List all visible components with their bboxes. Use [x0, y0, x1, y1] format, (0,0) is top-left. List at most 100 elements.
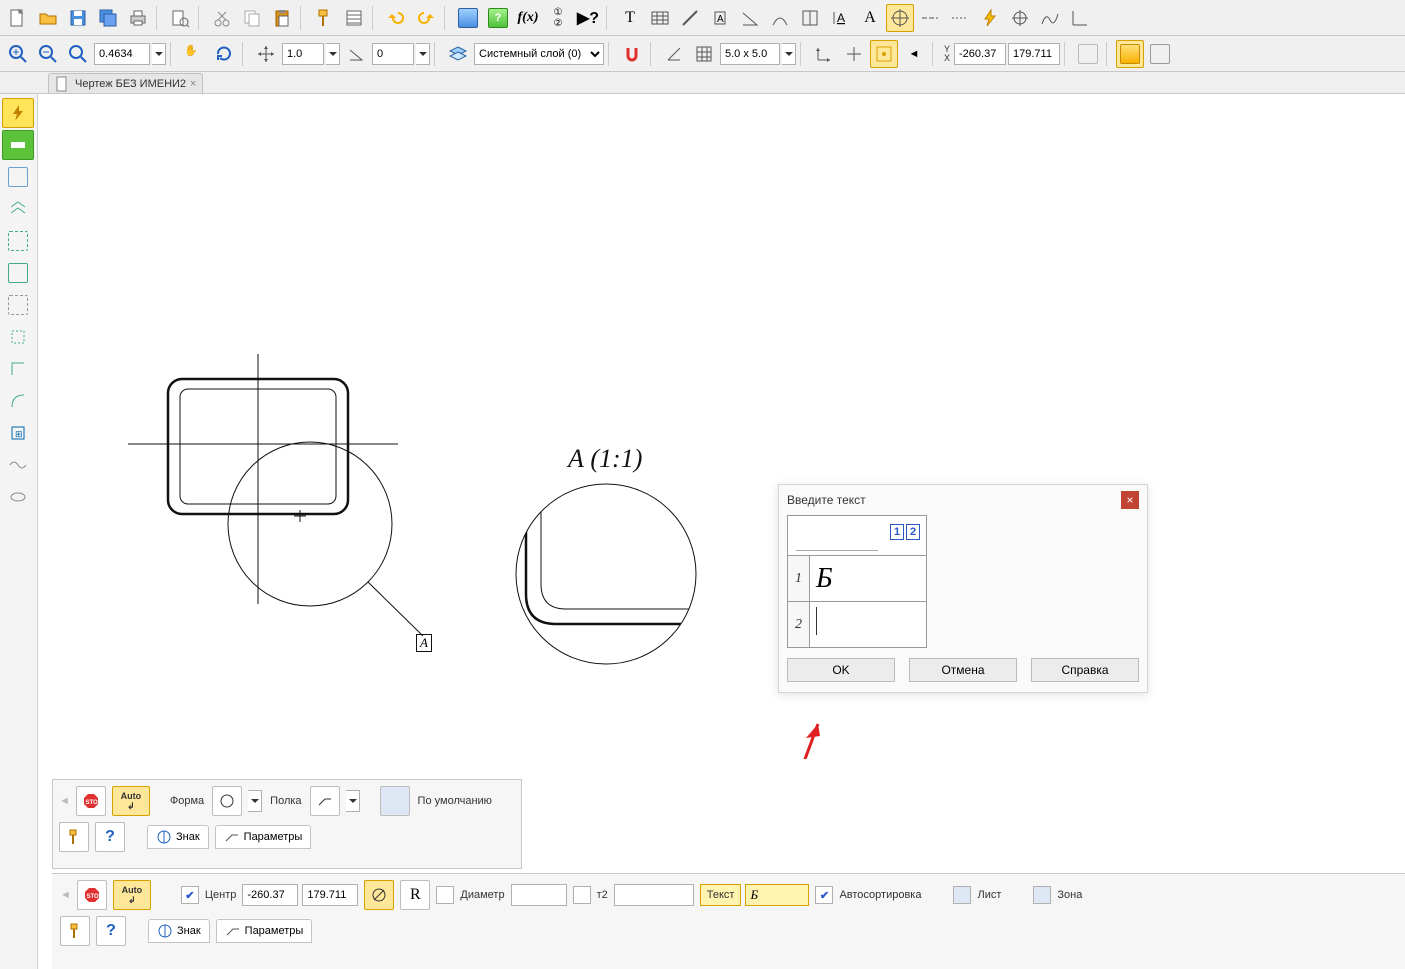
- library-icon[interactable]: [454, 4, 482, 32]
- side-tool10-icon[interactable]: [2, 386, 34, 416]
- datum-icon[interactable]: A: [826, 4, 854, 32]
- dialog-close-button[interactable]: ×: [1121, 491, 1139, 509]
- t2-check[interactable]: [573, 886, 591, 904]
- snap-icon[interactable]: [618, 40, 646, 68]
- construct2-icon[interactable]: [1146, 40, 1174, 68]
- stop-button-b[interactable]: STOP: [77, 880, 107, 910]
- section-icon[interactable]: [796, 4, 824, 32]
- sign-tab[interactable]: Знак: [147, 825, 209, 849]
- ok-button[interactable]: OK: [787, 658, 895, 682]
- new-icon[interactable]: [4, 4, 32, 32]
- polka-shape-button[interactable]: [310, 786, 340, 816]
- table-tab-2[interactable]: 2: [906, 524, 920, 540]
- arrow-left-icon[interactable]: ◄: [900, 40, 928, 68]
- coord-x-input[interactable]: [954, 43, 1006, 65]
- lcs-icon[interactable]: [810, 40, 838, 68]
- coord-icon[interactable]: [840, 40, 868, 68]
- diameter-check[interactable]: [436, 886, 454, 904]
- ortho-icon[interactable]: [660, 40, 688, 68]
- side-tool12-icon[interactable]: [2, 450, 34, 480]
- center-check[interactable]: ✔: [181, 886, 199, 904]
- fx-icon[interactable]: f(x): [514, 4, 542, 32]
- side-dim-icon[interactable]: [2, 130, 34, 160]
- cut-icon[interactable]: [208, 4, 236, 32]
- snap-toggle-icon[interactable]: [870, 40, 898, 68]
- row-text-cell[interactable]: Б: [810, 556, 927, 602]
- zoom-out-icon[interactable]: [34, 40, 62, 68]
- center-y-input[interactable]: [302, 884, 358, 906]
- scale-dropdown[interactable]: [326, 43, 340, 65]
- dim-a-icon[interactable]: A: [706, 4, 734, 32]
- coord-y-input[interactable]: [1008, 43, 1060, 65]
- side-tool3-icon[interactable]: [2, 162, 34, 192]
- document-tab[interactable]: Чертеж БЕЗ ИМЕНИ2 ×: [48, 73, 203, 93]
- dash-icon[interactable]: [916, 4, 944, 32]
- row-text-cell[interactable]: [810, 602, 927, 648]
- side-tool9-icon[interactable]: [2, 354, 34, 384]
- cancel-button[interactable]: Отмена: [909, 658, 1017, 682]
- default-toggle[interactable]: [380, 786, 410, 816]
- zoom-value-input[interactable]: [94, 43, 150, 65]
- center-x-input[interactable]: [242, 884, 298, 906]
- arc-icon[interactable]: [766, 4, 794, 32]
- print-icon[interactable]: [124, 4, 152, 32]
- copy-icon[interactable]: [238, 4, 266, 32]
- side-tool8-icon[interactable]: [2, 322, 34, 352]
- pan-icon[interactable]: ✋: [180, 40, 208, 68]
- zoom-fit-icon[interactable]: [64, 40, 92, 68]
- zoom-dropdown[interactable]: [152, 43, 166, 65]
- side-tool6-icon[interactable]: [2, 258, 34, 288]
- line-tool-icon[interactable]: [676, 4, 704, 32]
- tab-close-icon[interactable]: ×: [190, 78, 196, 90]
- preview-icon[interactable]: [166, 4, 194, 32]
- table-tab-1[interactable]: 1: [890, 524, 904, 540]
- params-tab[interactable]: Параметры: [215, 825, 312, 849]
- context-help-icon[interactable]: ▶?: [574, 4, 602, 32]
- undo-icon[interactable]: [382, 4, 410, 32]
- side-tool11-icon[interactable]: ⊞: [2, 418, 34, 448]
- t2-input[interactable]: [614, 884, 694, 906]
- dash2-icon[interactable]: [946, 4, 974, 32]
- layers-icon[interactable]: [444, 40, 472, 68]
- auto-button[interactable]: Auto↲: [112, 786, 150, 816]
- grid-icon[interactable]: [690, 40, 718, 68]
- bolt-icon[interactable]: [976, 4, 1004, 32]
- polka-dropdown[interactable]: [346, 790, 360, 812]
- sketch-icon[interactable]: [1074, 40, 1102, 68]
- construct-icon[interactable]: [1116, 40, 1144, 68]
- zone-check[interactable]: [1033, 886, 1051, 904]
- scale-input[interactable]: [282, 43, 324, 65]
- text-value-input[interactable]: [745, 884, 809, 906]
- list-check[interactable]: [953, 886, 971, 904]
- autosort-check[interactable]: ✔: [815, 886, 833, 904]
- zoom-in-icon[interactable]: [4, 40, 32, 68]
- rebuild-icon[interactable]: [210, 40, 238, 68]
- side-tool13-icon[interactable]: [2, 482, 34, 512]
- help-button-b[interactable]: ?: [96, 916, 126, 946]
- grid-dropdown[interactable]: [782, 43, 796, 65]
- forma-dropdown[interactable]: [248, 790, 262, 812]
- diameter-input[interactable]: [511, 884, 567, 906]
- grid-size-input[interactable]: [720, 43, 780, 65]
- side-geometry-icon[interactable]: [2, 98, 34, 128]
- sign-tab-b[interactable]: Знак: [148, 919, 210, 943]
- auto-button-b[interactable]: Auto↲: [113, 880, 151, 910]
- params-tab-b[interactable]: Параметры: [216, 919, 313, 943]
- help-green-icon[interactable]: ?: [484, 4, 512, 32]
- open-icon[interactable]: [34, 4, 62, 32]
- stop-button[interactable]: STOP: [76, 786, 106, 816]
- angle-input-icon[interactable]: [342, 40, 370, 68]
- radius-icon-button[interactable]: R: [400, 880, 430, 910]
- brush-button[interactable]: [59, 822, 89, 852]
- forma-shape-button[interactable]: [212, 786, 242, 816]
- target-a-icon[interactable]: [886, 4, 914, 32]
- format-painter-icon[interactable]: [310, 4, 338, 32]
- angle-dropdown[interactable]: [416, 43, 430, 65]
- help-button[interactable]: Справка: [1031, 658, 1139, 682]
- center-mark-icon[interactable]: [1006, 4, 1034, 32]
- layer-select[interactable]: Системный слой (0): [474, 43, 604, 65]
- letter-a-icon[interactable]: А: [856, 4, 884, 32]
- help-panel-button[interactable]: ?: [95, 822, 125, 852]
- angle-input[interactable]: [372, 43, 414, 65]
- save-icon[interactable]: [64, 4, 92, 32]
